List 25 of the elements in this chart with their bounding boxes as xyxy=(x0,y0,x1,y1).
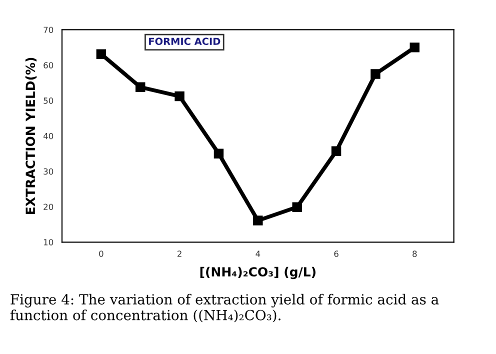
point xyxy=(214,148,224,158)
point xyxy=(331,146,342,156)
point xyxy=(253,216,263,226)
x-tick-label: 0 xyxy=(99,250,104,257)
point xyxy=(174,91,184,102)
x-tick-label: 8 xyxy=(412,250,417,257)
caption: Figure 4: The variation of extraction yield of formic acid as a function of concentration ((NH₄)₂CO₃). xyxy=(10,294,439,322)
text: FORMIC ACID xyxy=(149,38,220,46)
point xyxy=(136,82,146,92)
y-tick-label: 60 xyxy=(44,62,54,68)
y-tick-label: 40 xyxy=(43,132,54,140)
point xyxy=(410,42,420,52)
x-tick-label: 2 xyxy=(178,250,182,257)
x-tick-label: 6 xyxy=(334,250,338,257)
x-tick-label: 4 xyxy=(256,250,260,257)
x-axis-title: [(NH₄)₂CO₃] (g/L) xyxy=(200,266,316,280)
y-tick-label: 50 xyxy=(44,98,54,104)
y-tick-label: 20 xyxy=(44,204,54,210)
point xyxy=(292,202,302,212)
y-tick-label: 10 xyxy=(44,239,54,246)
point xyxy=(370,69,380,79)
y-tick-label: 30 xyxy=(44,168,54,175)
point xyxy=(96,49,106,60)
y-axis-title: EXTRACTION YIELD(%) xyxy=(25,58,37,214)
y-tick-label: 70 xyxy=(44,26,54,34)
